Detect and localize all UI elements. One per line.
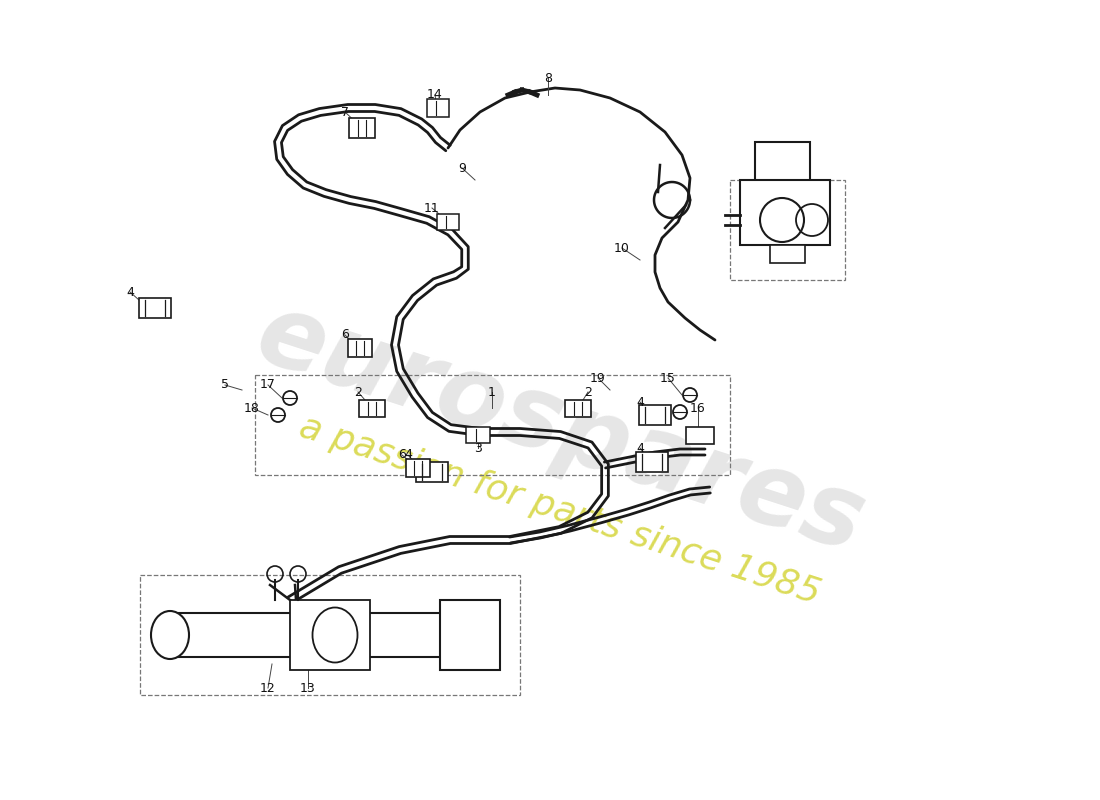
Text: 2: 2 (354, 386, 362, 398)
Bar (348, 339, 372, 357)
Bar (139, 298, 170, 318)
Bar (440, 600, 500, 670)
Bar (359, 399, 385, 417)
Bar (349, 118, 375, 138)
Text: 6: 6 (341, 329, 349, 342)
Bar (140, 575, 520, 695)
Text: 4: 4 (636, 395, 644, 409)
Text: 12: 12 (260, 682, 276, 694)
Text: 3: 3 (474, 442, 482, 454)
Text: 6: 6 (398, 449, 406, 462)
Text: 18: 18 (244, 402, 260, 414)
Bar (466, 427, 490, 443)
Text: 4: 4 (636, 442, 644, 454)
Bar (686, 426, 714, 443)
Text: 19: 19 (590, 371, 606, 385)
Text: 4: 4 (126, 286, 134, 298)
Bar (170, 613, 460, 657)
Bar (639, 405, 671, 425)
Ellipse shape (151, 611, 189, 659)
Text: 9: 9 (458, 162, 466, 174)
Bar (565, 399, 591, 417)
Bar (416, 462, 448, 482)
Text: 16: 16 (690, 402, 706, 414)
Bar (755, 142, 810, 187)
Text: 15: 15 (660, 371, 675, 385)
Text: eurospares: eurospares (244, 286, 876, 574)
Bar (437, 214, 459, 230)
Bar (740, 180, 830, 245)
Bar (770, 245, 805, 263)
Text: 8: 8 (544, 71, 552, 85)
Bar (406, 459, 430, 477)
Bar (427, 99, 449, 117)
Text: 14: 14 (427, 89, 443, 102)
Text: 5: 5 (221, 378, 229, 391)
Text: 7: 7 (341, 106, 349, 118)
Text: 1: 1 (488, 386, 496, 398)
Text: a passion for parts since 1985: a passion for parts since 1985 (295, 410, 825, 610)
Text: 10: 10 (614, 242, 630, 254)
Text: 17: 17 (260, 378, 276, 391)
Ellipse shape (312, 607, 358, 662)
Bar (290, 600, 370, 670)
Text: 2: 2 (584, 386, 592, 398)
Bar (730, 180, 845, 280)
Text: 11: 11 (425, 202, 440, 214)
Bar (636, 452, 668, 472)
Text: 13: 13 (300, 682, 316, 694)
Text: 4: 4 (404, 449, 411, 462)
Bar (255, 375, 730, 475)
